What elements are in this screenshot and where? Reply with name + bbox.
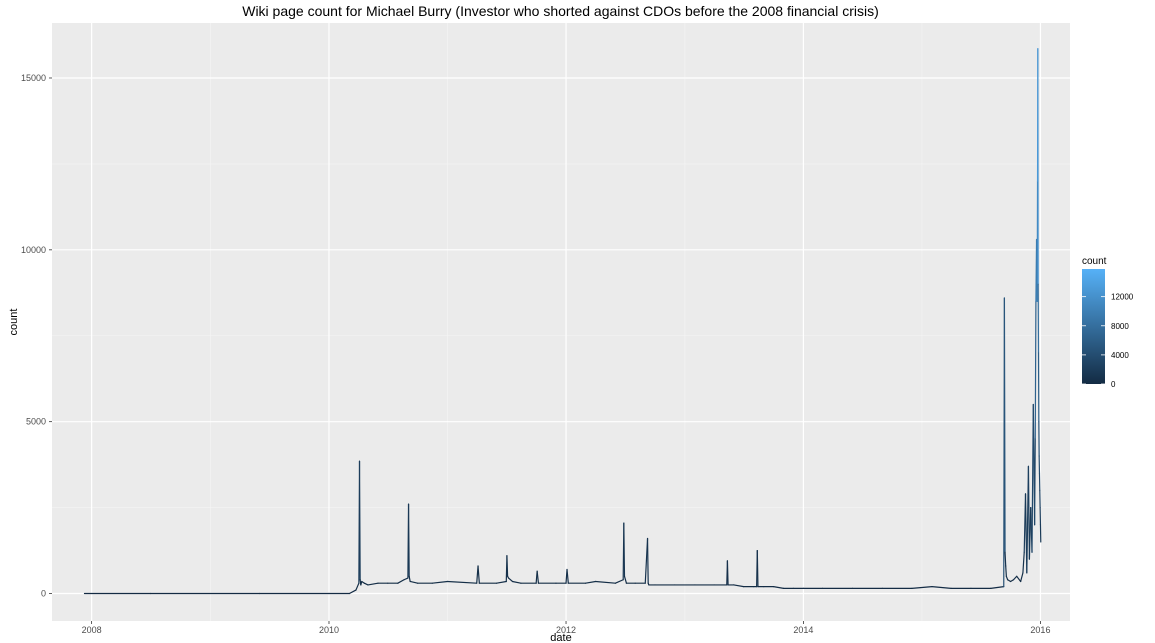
line-segment — [623, 522, 626, 577]
plot-panel — [52, 23, 1070, 621]
colorbar — [1082, 269, 1105, 384]
line-segment — [446, 580, 478, 584]
line-segment — [772, 586, 785, 589]
line-segment — [363, 582, 369, 586]
colorbar-legend: count 0 4000 8000 12000 — [1082, 256, 1134, 389]
series-line — [83, 48, 1042, 595]
legend-tick-label: 8000 — [1111, 322, 1129, 331]
line-segment — [367, 582, 379, 586]
line-segment — [403, 577, 409, 581]
line-segment — [1005, 575, 1009, 581]
y-tick-label: 15000 — [21, 73, 46, 83]
x-tick-label: 2008 — [82, 625, 102, 635]
line-segment — [646, 537, 649, 584]
x-tick-label: 2012 — [556, 625, 576, 635]
line-segment — [408, 575, 411, 583]
line-segment — [1034, 438, 1036, 526]
x-tick-label: 2014 — [793, 625, 813, 635]
line-segment — [1003, 297, 1006, 553]
line-segment — [355, 582, 360, 591]
line-segment — [726, 560, 729, 586]
y-axis-title: count — [8, 309, 20, 336]
line-segment — [623, 575, 628, 584]
line-segment — [1004, 551, 1007, 567]
legend-tick-label: 4000 — [1111, 351, 1129, 360]
line-segment — [931, 586, 952, 589]
line-segment — [584, 580, 597, 584]
line-segment — [1022, 551, 1025, 574]
y-tick-label: 5000 — [26, 417, 46, 427]
y-tick-label: 10000 — [21, 245, 46, 255]
line-segment — [348, 589, 357, 595]
x-tick-label: 2016 — [1030, 625, 1050, 635]
line-segment — [358, 460, 361, 581]
line-segment — [1016, 575, 1022, 583]
legend-title: count — [1082, 256, 1107, 267]
line-segment — [566, 568, 569, 584]
line-segment — [506, 555, 509, 577]
line-segment — [594, 580, 616, 584]
line-segment — [409, 580, 419, 584]
line-segment — [990, 586, 1005, 589]
line-segment — [431, 580, 449, 584]
line-segment — [1012, 575, 1018, 581]
y-tick-label: 0 — [41, 589, 46, 599]
series-layer — [83, 48, 1042, 595]
line-segment — [614, 579, 624, 584]
line-segment — [507, 577, 514, 583]
line-segment — [756, 549, 759, 588]
line-segment — [397, 579, 405, 584]
line-segment — [1034, 300, 1037, 440]
x-tick-label: 2010 — [319, 625, 339, 635]
line-segment — [1020, 572, 1024, 583]
line-segment — [511, 580, 522, 584]
chart-title: Wiki page count for Michael Burry (Inves… — [242, 3, 879, 19]
x-axis: 2008 2010 2012 2014 2016 — [82, 621, 1050, 635]
legend-tick-label: 0 — [1111, 380, 1116, 389]
minor-gridlines — [52, 23, 1070, 621]
line-segment — [495, 580, 507, 584]
line-segment — [477, 565, 480, 584]
line-segment — [536, 570, 540, 584]
line-segment — [733, 584, 745, 588]
x-axis-title: date — [550, 632, 571, 643]
legend-tick-label: 12000 — [1111, 293, 1134, 302]
line-segment — [1005, 565, 1007, 577]
line-segment — [407, 503, 410, 577]
legend-ticks: 0 4000 8000 12000 — [1082, 293, 1134, 389]
major-gridlines — [52, 23, 1070, 621]
line-segment — [911, 586, 933, 589]
y-axis: 0 5000 10000 15000 — [21, 73, 52, 599]
